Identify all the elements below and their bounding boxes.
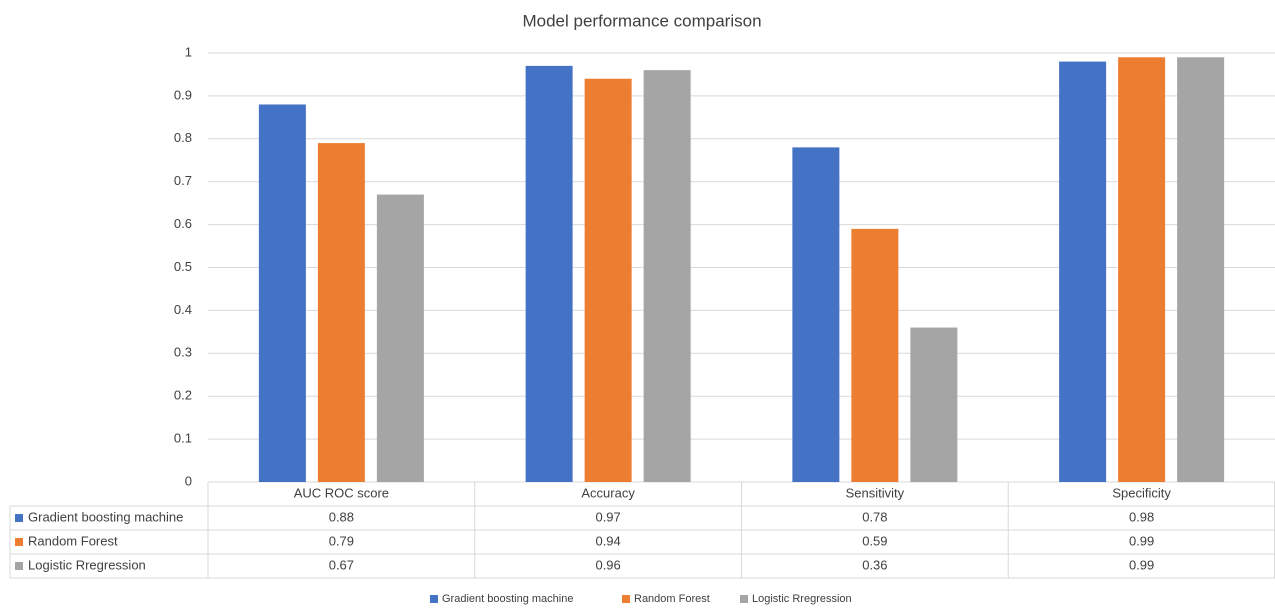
table-cell: 0.88: [329, 509, 354, 524]
legend-label: Random Forest: [634, 593, 710, 605]
y-tick-label: 0.7: [174, 173, 192, 188]
bar: [1059, 61, 1107, 483]
y-tick-label: 0.1: [174, 431, 192, 446]
bar: [525, 65, 573, 483]
y-tick-label: 0.4: [174, 302, 192, 317]
table-cell: 0.78: [862, 509, 887, 524]
legend-label: Logistic Rregression: [752, 593, 852, 605]
bar: [910, 327, 958, 482]
table-header: Sensitivity: [846, 485, 905, 500]
bar: [584, 78, 632, 483]
table-cell: 0.67: [329, 557, 354, 572]
table-cell: 0.96: [595, 557, 620, 572]
bar: [1177, 57, 1225, 482]
table-legend-key: [15, 562, 23, 570]
legend-key: [430, 595, 438, 603]
legend-label: Gradient boosting machine: [442, 593, 573, 605]
bar: [643, 70, 691, 482]
legend-key: [622, 595, 630, 603]
bar: [258, 104, 306, 482]
bar: [851, 228, 899, 482]
table-cell: 0.94: [595, 533, 620, 548]
bar: [1118, 57, 1166, 482]
bar: [792, 147, 840, 482]
table-cell: 0.36: [862, 557, 887, 572]
y-tick-label: 0.6: [174, 216, 192, 231]
chart-title: Model performance comparison: [522, 11, 761, 30]
table-header: Specificity: [1112, 485, 1171, 500]
table-cell: 0.98: [1129, 509, 1154, 524]
y-tick-label: 0.9: [174, 87, 192, 102]
y-tick-label: 0.2: [174, 388, 192, 403]
legend-key: [740, 595, 748, 603]
y-tick-label: 0.3: [174, 345, 192, 360]
y-tick-label: 1: [185, 44, 192, 59]
table-series-name: Gradient boosting machine: [28, 509, 183, 524]
table-legend-key: [15, 538, 23, 546]
table-legend-key: [15, 514, 23, 522]
table-cell: 0.59: [862, 533, 887, 548]
table-header: Accuracy: [581, 485, 635, 500]
table-cell: 0.99: [1129, 533, 1154, 548]
table-cell: 0.97: [595, 509, 620, 524]
table-cell: 0.79: [329, 533, 354, 548]
table-header: AUC ROC score: [294, 485, 389, 500]
table-series-name: Logistic Rregression: [28, 557, 146, 572]
table-series-name: Random Forest: [28, 533, 118, 548]
y-tick-label: 0.5: [174, 259, 192, 274]
y-tick-label: 0.8: [174, 130, 192, 145]
table-cell: 0.99: [1129, 557, 1154, 572]
bar: [376, 194, 424, 482]
bar: [317, 143, 365, 482]
y-tick-label: 0: [185, 473, 192, 488]
